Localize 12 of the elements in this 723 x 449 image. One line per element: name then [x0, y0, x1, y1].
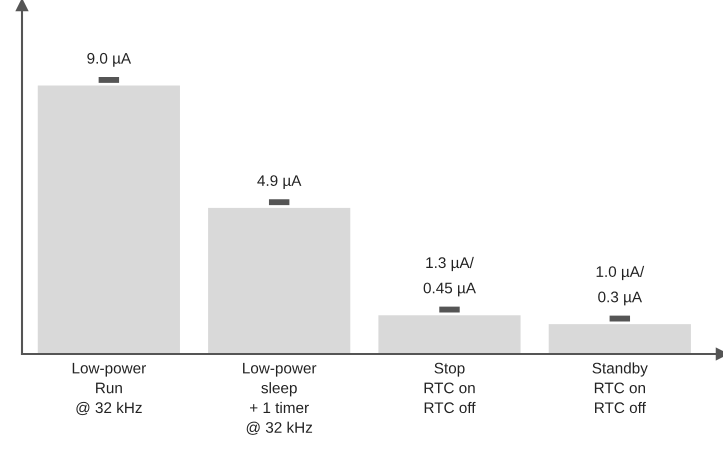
- bar: [208, 208, 350, 354]
- x-tick-label: Stop RTC on RTC off: [424, 362, 476, 414]
- data-label: 1.0 µA/ 0.3 µA: [596, 266, 644, 306]
- data-label: 4.9 µA: [257, 175, 302, 190]
- x-tick-label: Low-power sleep + 1 timer @ 32 kHz: [243, 362, 316, 435]
- data-label: 1.3 µA/ 0.45 µA: [424, 256, 476, 296]
- data-label: 9.0 µA: [87, 52, 132, 67]
- bar: [38, 86, 180, 354]
- x-tick-label: Standby RTC on RTC off: [592, 362, 648, 414]
- x-tick-label: Low-power Run @ 32 kHz: [72, 362, 146, 416]
- bar: [378, 315, 521, 354]
- bar: [548, 324, 691, 354]
